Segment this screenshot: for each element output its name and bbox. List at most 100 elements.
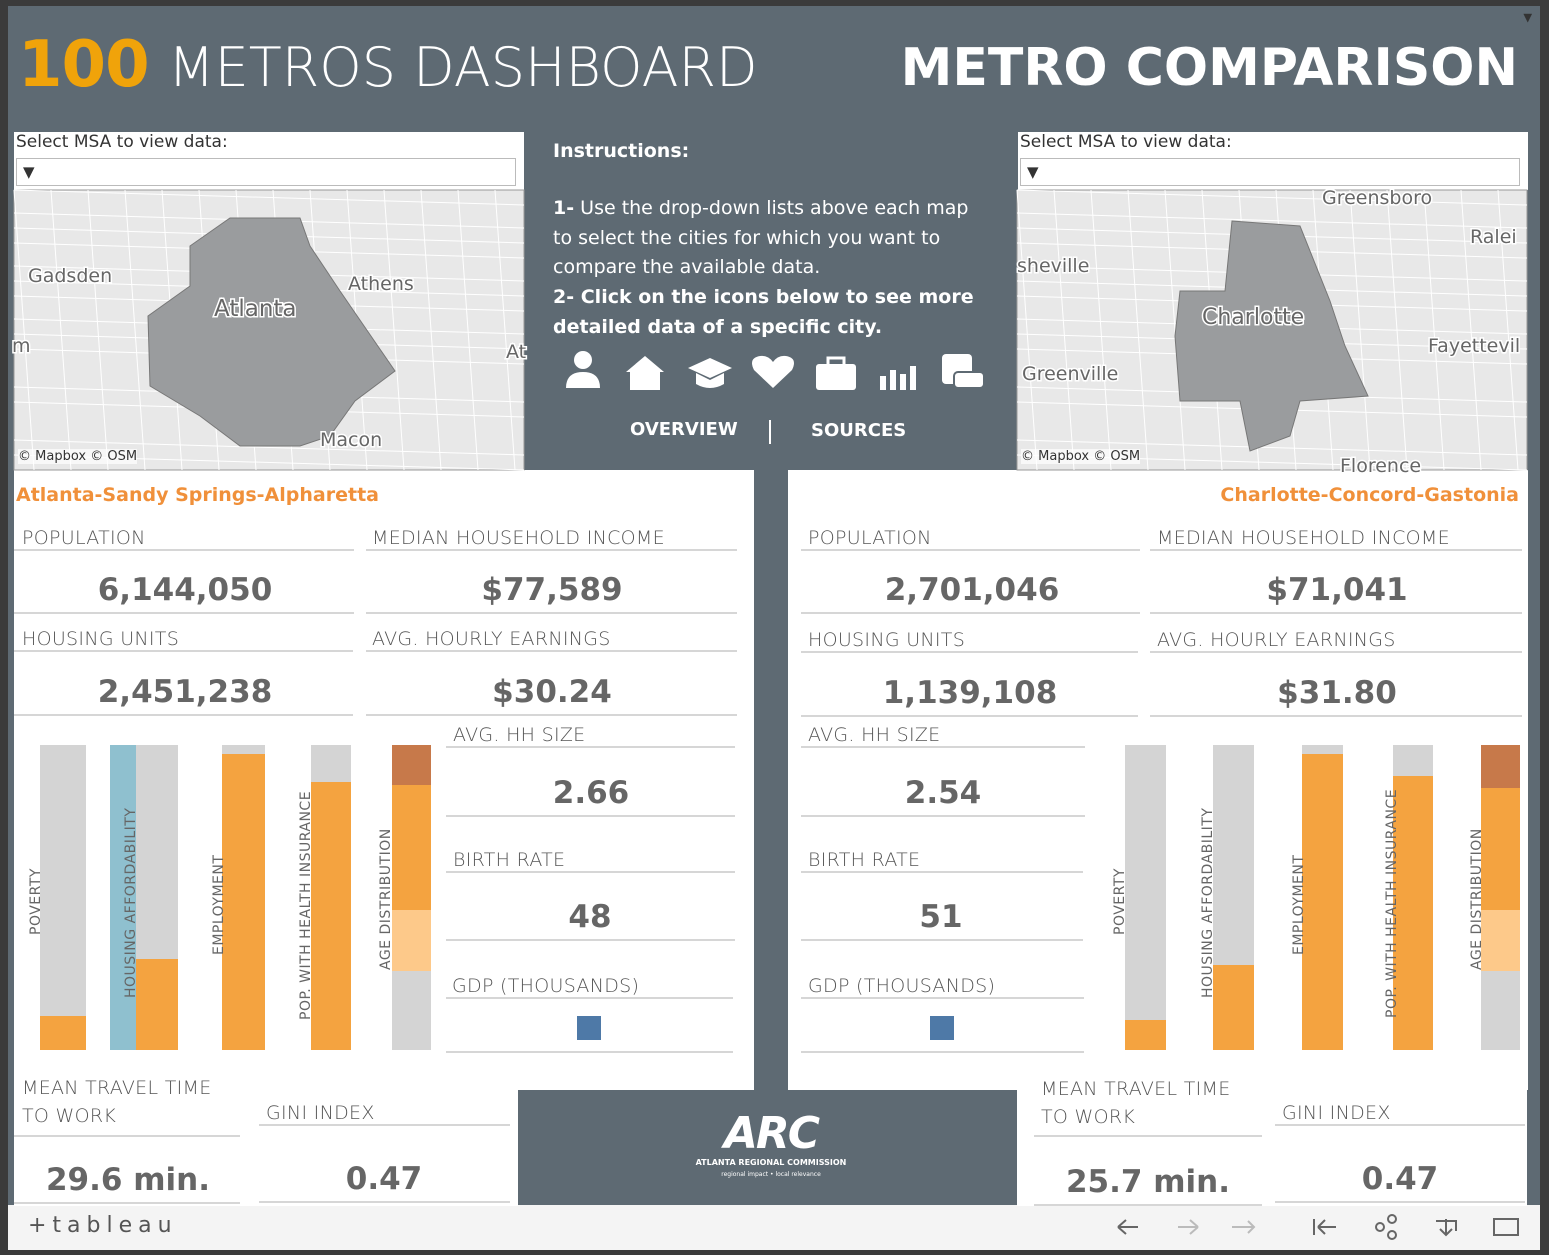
bar: [136, 958, 178, 1050]
header-subtitle: METRO COMPARISON: [900, 38, 1518, 98]
separator: [446, 1051, 733, 1053]
step-number: 1-: [553, 197, 575, 219]
stat-label: MEDIAN HOUSEHOLD INCOME: [372, 527, 665, 549]
county-border: [13, 189, 525, 471]
bar: [1125, 1019, 1166, 1050]
bar-label: POP. WITH HEALTH INSURANCE: [298, 790, 314, 1020]
separator: [1034, 1135, 1262, 1137]
map-label: Gadsden: [28, 265, 112, 287]
icon-row: [566, 351, 985, 390]
separator: [801, 815, 1085, 817]
separator: [259, 1201, 510, 1203]
bar-label: HOUSING AFFORDABILITY: [123, 807, 139, 998]
map-credit: © Mapbox © OSM: [1021, 449, 1141, 464]
separator: [446, 997, 733, 999]
age-segment: [1481, 787, 1520, 910]
divider: [769, 420, 771, 444]
bar-label: POVERTY: [1112, 868, 1128, 935]
stat-label: HOUSING UNITS: [22, 628, 180, 650]
metro-name: Atlanta-Sandy Springs-Alpharetta: [16, 484, 379, 506]
county-border: [1016, 189, 1528, 471]
bar: [311, 781, 351, 1050]
bar-bg: [1125, 745, 1166, 1050]
dropdown[interactable]: ▼: [1020, 158, 1520, 186]
county-border: [1016, 189, 1528, 471]
separator: [14, 714, 353, 716]
county-border: [13, 189, 525, 471]
map-label: m: [12, 335, 31, 357]
stat-value: 2,701,046: [884, 572, 1060, 608]
msa-region: [1174, 220, 1369, 452]
separator: [1150, 715, 1522, 717]
bar: [222, 754, 265, 1050]
bar-label: AGE DISTRIBUTION: [1469, 828, 1485, 970]
header-title: METROS DASHBOARD: [168, 36, 758, 99]
stat-label: AVG. HH SIZE: [453, 724, 586, 746]
separator: [801, 651, 1138, 653]
stat-value: 2.54: [904, 775, 982, 811]
age-segment: [392, 970, 431, 1050]
stat-label: AVG. HOURLY EARNINGS: [1157, 629, 1396, 651]
bar-bg: [40, 745, 86, 1050]
header-number: 100: [18, 28, 150, 102]
stat-value: $71,041: [1266, 572, 1408, 608]
bar: [1213, 964, 1254, 1050]
instruction-step: 2- Click on the icons below to see more …: [553, 283, 993, 342]
stat-value: 48: [568, 899, 612, 935]
map-bg: [13, 189, 525, 471]
step-text: Click on the icons below to see more det…: [553, 286, 974, 338]
age-segment: [1481, 745, 1520, 788]
age-segment: [1481, 970, 1520, 1050]
separator: [801, 997, 1084, 999]
county-border: [1016, 189, 1528, 471]
bar: [1302, 754, 1343, 1050]
county-border: [1016, 189, 1528, 471]
county-border: [1016, 189, 1528, 471]
gdp-mark: [577, 1016, 601, 1040]
separator: [801, 871, 1083, 873]
tableau-brand[interactable]: +tableau: [28, 1213, 178, 1238]
county-border: [1016, 189, 1528, 471]
msa-region: [147, 217, 396, 447]
icons[interactable]: [566, 351, 985, 390]
stat-label: MEAN TRAVEL TIME TO WORK: [22, 1077, 212, 1127]
toolbar[interactable]: [1108, 1211, 1528, 1243]
separator: [1275, 1201, 1525, 1203]
separator: [801, 939, 1083, 941]
age-segment: [392, 784, 431, 910]
stat-value: $30.24: [492, 674, 612, 710]
instructions-title: Instructions:: [553, 140, 690, 162]
select-label: Select MSA to view data:: [16, 132, 228, 152]
county-border: [13, 189, 525, 471]
map-label: Greenville: [1022, 363, 1118, 385]
separator: [1150, 651, 1522, 653]
map-bg: [1016, 189, 1528, 471]
map-label: Fayettevil: [1428, 335, 1520, 357]
sources-link[interactable]: SOURCES: [811, 420, 907, 441]
footer: +tableau: [8, 1205, 1540, 1250]
step-text: Use the drop-down lists above each map t…: [553, 197, 969, 278]
overview-link[interactable]: OVERVIEW: [630, 419, 738, 440]
separator: [801, 715, 1138, 717]
county-border: [13, 189, 525, 471]
county-border: [1016, 189, 1528, 471]
separator: [14, 1135, 240, 1137]
stat-value: 51: [919, 899, 963, 935]
bar-label: EMPLOYMENT: [211, 854, 227, 955]
stat-value: $31.80: [1277, 675, 1397, 711]
map-label: Athens: [348, 273, 414, 295]
county-border: [13, 189, 525, 471]
separator: [14, 1202, 240, 1204]
dropdown-arrow: ▼: [1523, 11, 1532, 24]
county-border: [1016, 189, 1528, 471]
county-border: [13, 189, 525, 471]
metro-name: Charlotte-Concord-Gastonia: [1220, 484, 1519, 506]
dropdown[interactable]: ▼: [16, 158, 516, 186]
stat-value: 1,139,108: [882, 675, 1058, 711]
county-border: [1016, 189, 1528, 471]
map-credit: © Mapbox © OSM: [18, 449, 138, 464]
separator: [1034, 1204, 1262, 1206]
county-border: [13, 189, 525, 471]
separator: [801, 549, 1140, 551]
stat-label: POPULATION: [808, 527, 932, 549]
